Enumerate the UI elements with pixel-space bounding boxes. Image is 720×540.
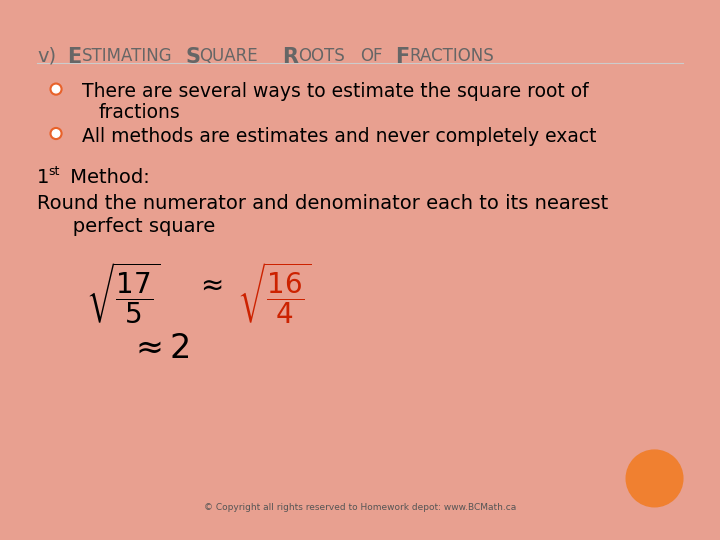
Circle shape: [626, 450, 683, 507]
Circle shape: [50, 83, 63, 96]
Text: fractions: fractions: [99, 103, 180, 122]
Text: F: F: [395, 46, 409, 66]
Text: © Copyright all rights reserved to Homework depot: www.BCMath.ca: © Copyright all rights reserved to Homew…: [204, 503, 516, 512]
Text: $\sqrt{\dfrac{17}{5}}$: $\sqrt{\dfrac{17}{5}}$: [86, 261, 161, 326]
Text: st: st: [48, 165, 60, 178]
Text: Method:: Method:: [63, 167, 149, 186]
Text: E: E: [68, 46, 81, 66]
Text: $\approx 2$: $\approx 2$: [129, 332, 189, 365]
Circle shape: [53, 130, 60, 137]
Text: RACTIONS: RACTIONS: [409, 46, 494, 65]
Text: OOTS: OOTS: [297, 46, 344, 65]
Text: R: R: [282, 46, 299, 66]
Text: 1: 1: [37, 167, 50, 186]
Text: All methods are estimates and never completely exact: All methods are estimates and never comp…: [81, 127, 596, 146]
Circle shape: [50, 127, 63, 140]
Text: OF: OF: [360, 46, 382, 65]
Text: v): v): [37, 46, 56, 65]
Text: $\sqrt{\dfrac{16}{4}}$: $\sqrt{\dfrac{16}{4}}$: [238, 261, 312, 326]
Text: Round the numerator and denominator each to its nearest: Round the numerator and denominator each…: [37, 194, 608, 213]
Text: STIMATING: STIMATING: [81, 46, 172, 65]
Text: $\approx$: $\approx$: [195, 271, 222, 299]
Text: perfect square: perfect square: [54, 217, 215, 235]
Text: QUARE: QUARE: [199, 46, 258, 65]
Text: There are several ways to estimate the square root of: There are several ways to estimate the s…: [81, 83, 588, 102]
Text: S: S: [185, 46, 200, 66]
Circle shape: [53, 85, 60, 93]
